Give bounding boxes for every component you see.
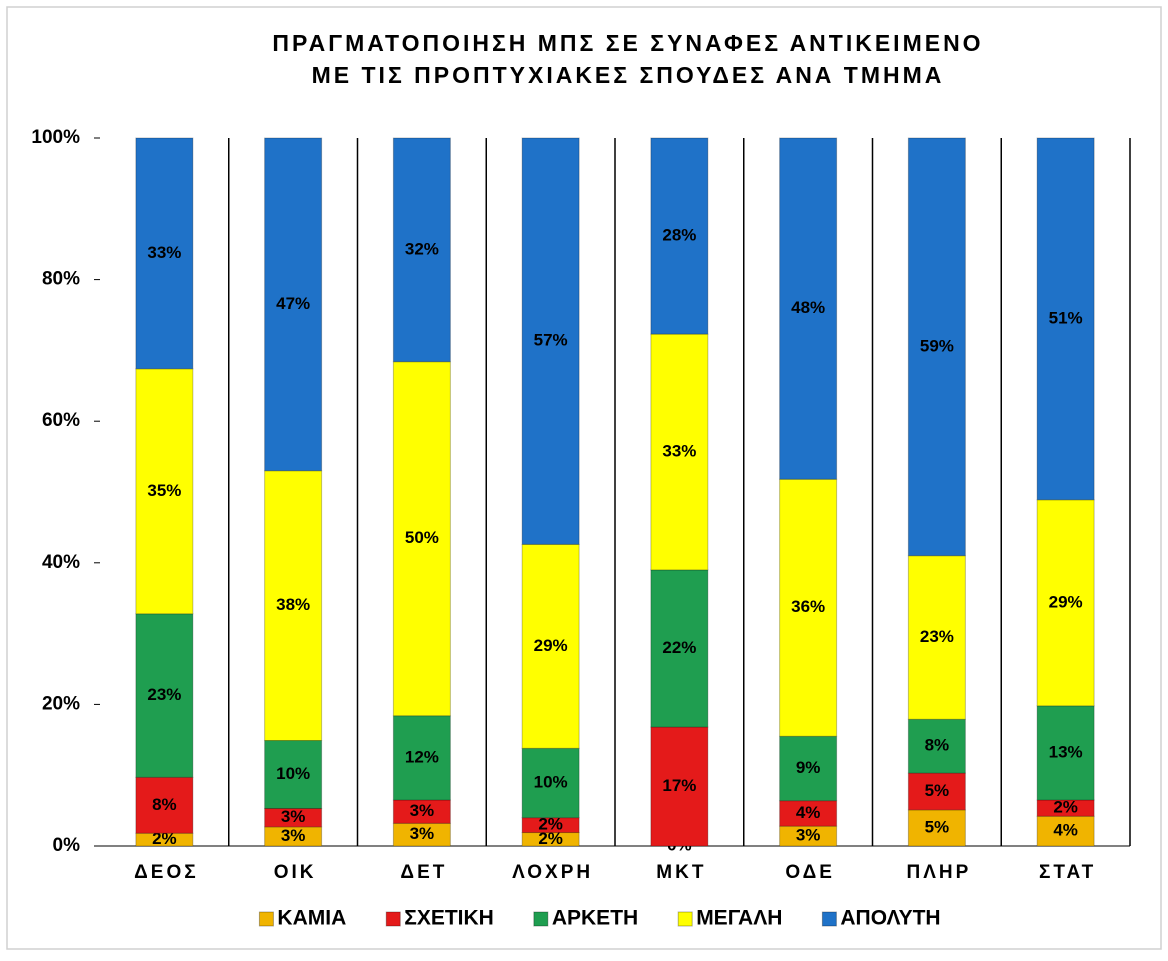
value-label: 38% xyxy=(276,595,310,614)
value-label: 3% xyxy=(410,824,435,843)
value-label: 10% xyxy=(534,772,568,791)
x-tick-label: ΔΕΟΣ xyxy=(134,862,199,883)
bar-segment xyxy=(779,137,838,480)
value-label: 2% xyxy=(538,815,563,834)
value-label: 51% xyxy=(1049,308,1083,327)
bar-segment xyxy=(907,809,966,847)
legend-swatch xyxy=(385,911,401,927)
value-label: 22% xyxy=(662,638,696,657)
value-label: 48% xyxy=(791,298,825,317)
value-label: 3% xyxy=(281,826,306,845)
bar-segment xyxy=(264,470,323,742)
bar-segment xyxy=(907,137,966,557)
bar-segment xyxy=(135,776,194,834)
value-label: 23% xyxy=(147,685,181,704)
bar-segment xyxy=(392,137,451,363)
x-tick-label: ΛΟΧΡΗ xyxy=(512,862,593,883)
x-tick-label: ΟΙΚ xyxy=(274,862,317,883)
value-label: 8% xyxy=(925,736,950,755)
legend-swatch xyxy=(821,911,837,927)
bar-segment xyxy=(907,555,966,720)
value-label: 33% xyxy=(662,441,696,460)
x-tick-label: ΜΚΤ xyxy=(656,862,706,883)
y-tick-label: 100% xyxy=(31,127,80,148)
bar-segment xyxy=(779,800,838,827)
y-tick-label: 80% xyxy=(42,269,80,290)
bar-segment xyxy=(779,478,838,737)
value-label: 33% xyxy=(147,243,181,262)
value-label: 29% xyxy=(534,636,568,655)
y-tick-label: 20% xyxy=(42,693,80,714)
y-tick-label: 40% xyxy=(42,552,80,573)
legend-label: ΑΡΚΕΤΗ xyxy=(552,907,638,930)
bar-segment xyxy=(1036,499,1095,707)
value-label: 4% xyxy=(796,803,821,822)
bar-segment xyxy=(264,137,323,472)
bar-segment xyxy=(521,747,580,819)
bar-segment xyxy=(1036,815,1095,847)
chart-title: ΠΡΑΓΜΑΤΟΠΟΙΗΣΗ ΜΠΣ ΣΕ ΣΥΝΑΦΕΣ ΑΝΤΙΚΕΙΜΕΝ… xyxy=(272,30,983,56)
x-tick-label: ΠΛΗΡ xyxy=(906,862,971,883)
bar-segment xyxy=(264,740,323,809)
value-label: 23% xyxy=(920,627,954,646)
bar-segment xyxy=(779,825,838,847)
value-label: 5% xyxy=(925,817,950,836)
value-label: 2% xyxy=(538,829,563,848)
value-label: 13% xyxy=(1049,742,1083,761)
value-label: 36% xyxy=(791,597,825,616)
value-label: 3% xyxy=(281,807,306,826)
x-tick-label: ΔΕΤ xyxy=(400,862,447,883)
bar-segment xyxy=(521,543,580,749)
value-label: 3% xyxy=(410,801,435,820)
value-label: 50% xyxy=(405,528,439,547)
bar-segment xyxy=(135,137,194,370)
bar-segment xyxy=(907,772,966,811)
legend-label: ΜΕΓΑΛΗ xyxy=(696,907,782,930)
legend-label: ΑΠΟΛΥΤΗ xyxy=(840,907,940,930)
bar-segment xyxy=(650,333,709,571)
bar-segment xyxy=(650,569,709,728)
value-label: 35% xyxy=(147,481,181,500)
legend-swatch xyxy=(677,911,693,927)
bar-segment xyxy=(650,726,709,847)
value-label: 5% xyxy=(925,781,950,800)
value-label: 29% xyxy=(1049,592,1083,611)
bar-segment xyxy=(1036,137,1095,501)
chart-subtitle: ΜΕ ΤΙΣ ΠΡΟΠΤΥΧΙΑΚΕΣ ΣΠΟΥΔΕΣ ΑΝΑ ΤΜΗΜΑ xyxy=(312,62,945,88)
bar-segment xyxy=(779,735,838,802)
bar-segment xyxy=(135,368,194,615)
y-tick-label: 0% xyxy=(53,835,81,856)
value-label: 28% xyxy=(662,226,696,245)
value-label: 57% xyxy=(534,331,568,350)
legend-label: ΣΧΕΤΙΚΗ xyxy=(404,907,494,930)
legend-label: ΚΑΜΙΑ xyxy=(277,907,346,930)
chart-border xyxy=(6,6,1162,950)
legend-swatch xyxy=(258,911,274,927)
value-label: 47% xyxy=(276,294,310,313)
bar-segment xyxy=(135,613,194,778)
value-label: 3% xyxy=(796,826,821,845)
y-tick-label: 60% xyxy=(42,410,80,431)
bar-segment xyxy=(521,137,580,545)
value-label: 2% xyxy=(152,829,177,848)
x-tick-label: ΣΤΑΤ xyxy=(1039,862,1096,883)
value-label: 59% xyxy=(920,336,954,355)
value-label: 32% xyxy=(405,239,439,258)
x-tick-label: ΟΔΕ xyxy=(785,862,835,883)
value-label: 9% xyxy=(796,758,821,777)
legend-swatch xyxy=(533,911,549,927)
bar-segment xyxy=(907,718,966,774)
value-label: 8% xyxy=(152,795,177,814)
value-label: 12% xyxy=(405,747,439,766)
value-label: 2% xyxy=(1053,798,1078,817)
value-label: 10% xyxy=(276,764,310,783)
value-label: 4% xyxy=(1053,821,1078,840)
bar-segment xyxy=(650,137,709,335)
value-label: 17% xyxy=(662,776,696,795)
